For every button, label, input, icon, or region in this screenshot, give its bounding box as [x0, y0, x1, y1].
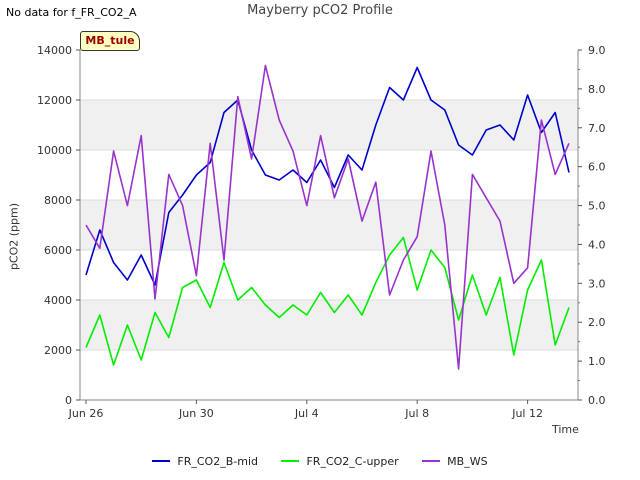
y-tick-label: 10000	[37, 144, 72, 157]
y-axis-left: 0 2000 4000 6000 8000 10000 12000 14000	[37, 44, 80, 407]
legend: FR_CO2_B-mid FR_CO2_C-upper MB_WS	[0, 452, 640, 468]
y-tick-label: 8000	[44, 194, 72, 207]
y2-tick-label: 8.0	[588, 83, 606, 96]
y2-tick-label: 3.0	[588, 277, 606, 290]
chart-title: Mayberry pCO2 Profile	[247, 3, 393, 18]
x-tick-label: Jul 12	[511, 407, 543, 420]
y2-tick-label: 2.0	[588, 316, 606, 329]
grid-band	[80, 200, 578, 250]
series-line-mb-ws	[85, 64, 570, 370]
site-tag-badge: MB_tule	[80, 31, 140, 51]
x-axis: Jun 26 Jun 30 Jul 4 Jul 8 Jul 12	[68, 400, 543, 420]
y2-tick-label: 7.0	[588, 122, 606, 135]
legend-label: FR_CO2_B-mid	[177, 454, 258, 468]
x-tick-label: Jun 26	[68, 407, 104, 420]
series-line-fr-co2-b-mid	[85, 66, 570, 286]
series-lines	[85, 64, 570, 370]
y2-tick-label: 4.0	[588, 238, 606, 251]
x-tick-label: Jun 30	[178, 407, 214, 420]
y2-tick-label: 0.0	[588, 394, 606, 407]
y-tick-label: 6000	[44, 244, 72, 257]
legend-item-fr-co2-b-mid[interactable]: FR_CO2_B-mid	[152, 455, 258, 468]
x-tick-label: Jul 8	[404, 407, 429, 420]
grid-band	[80, 50, 578, 100]
y2-tick-label: 9.0	[588, 44, 606, 57]
x-tick-label: Jul 4	[294, 407, 319, 420]
x-axis-label: Time	[552, 423, 579, 436]
legend-item-fr-co2-c-upper[interactable]: FR_CO2_C-upper	[281, 454, 399, 468]
grid-band	[80, 350, 578, 400]
y2-tick-label: 5.0	[588, 200, 606, 213]
y-tick-label: 0	[65, 394, 72, 407]
legend-label: FR_CO2_C-upper	[306, 454, 399, 468]
grid-bands	[80, 50, 578, 401]
no-data-note: No data for f_FR_CO2_A	[6, 6, 137, 19]
y2-tick-label: 6.0	[588, 161, 606, 174]
y-axis-right: 0.0 1.0 2.0 3.0 4.0 5.0 6.0 7.0 8.0 9.0	[578, 44, 606, 407]
grid-band	[80, 300, 578, 350]
legend-item-mb-ws[interactable]: MB_WS	[422, 454, 488, 468]
legend-swatch-blue	[152, 460, 171, 462]
y-tick-label: 4000	[44, 294, 72, 307]
legend-swatch-purple	[422, 460, 441, 462]
y-axis-label: pCO2 (ppm)	[7, 202, 21, 271]
y-tick-label: 14000	[37, 44, 72, 57]
series-line-fr-co2-c-upper	[85, 236, 570, 366]
y-tick-label: 2000	[44, 344, 72, 357]
grid-band	[80, 100, 578, 150]
y-tick-label: 12000	[37, 94, 72, 107]
legend-swatch-green	[281, 460, 300, 462]
y2-tick-label: 1.0	[588, 355, 606, 368]
legend-label: MB_WS	[447, 454, 488, 468]
